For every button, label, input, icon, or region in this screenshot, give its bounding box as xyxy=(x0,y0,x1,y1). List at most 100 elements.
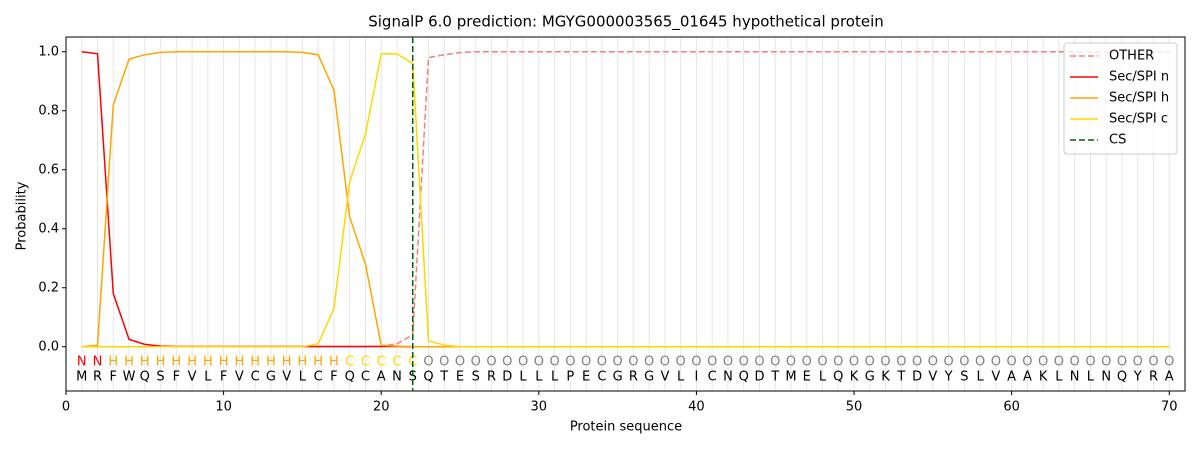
x-tick-label: 10 xyxy=(215,400,232,415)
residue-label: O xyxy=(943,355,953,370)
residue-label: O xyxy=(502,355,512,370)
residue-label: O xyxy=(1148,355,1158,370)
legend-label: Sec/SPI h xyxy=(1109,91,1169,106)
residue-label: O xyxy=(644,355,654,370)
residue-label: N xyxy=(77,355,87,370)
residue-label: O xyxy=(1070,355,1080,370)
residue-label: H xyxy=(171,355,181,370)
legend-box xyxy=(1063,42,1178,155)
residue-label: O xyxy=(865,355,875,370)
residue: T xyxy=(896,370,905,385)
residue: S xyxy=(472,370,480,385)
residue: V xyxy=(660,370,669,385)
residue-label: O xyxy=(770,355,780,370)
residue-label: O xyxy=(597,355,607,370)
legend-label: Sec/SPI n xyxy=(1109,70,1169,85)
residue: G xyxy=(644,370,654,385)
residue-label: O xyxy=(534,355,544,370)
residue: M xyxy=(76,370,87,385)
residue-label: O xyxy=(676,355,686,370)
legend-label: CS xyxy=(1109,133,1126,148)
y-tick-label: 1.0 xyxy=(38,44,59,59)
residue: L xyxy=(819,370,827,385)
residue: G xyxy=(613,370,623,385)
plot-frame xyxy=(65,36,1186,392)
x-axis-label: Protein sequence xyxy=(570,420,682,435)
residue: Q xyxy=(423,370,433,385)
residue-label: O xyxy=(817,355,827,370)
residue-label: O xyxy=(486,355,496,370)
residue: N xyxy=(1101,370,1111,385)
residue-label: O xyxy=(581,355,591,370)
residue-label: O xyxy=(1133,355,1143,370)
residue: L xyxy=(677,370,685,385)
residue-label: O xyxy=(786,355,796,370)
residue: R xyxy=(629,370,638,385)
residue-label: O xyxy=(928,355,938,370)
residue-label: H xyxy=(156,355,166,370)
series-line xyxy=(81,51,1170,348)
x-tick-label: 0 xyxy=(62,400,70,415)
residue: E xyxy=(803,370,811,385)
legend-label: Sec/SPI c xyxy=(1109,112,1168,127)
residue: R xyxy=(93,370,102,385)
x-tick-label: 20 xyxy=(373,400,390,415)
residue: L xyxy=(204,370,212,385)
residue-label: O xyxy=(660,355,670,370)
residue: Q xyxy=(140,370,150,385)
residue-label: O xyxy=(802,355,812,370)
residue-label: O xyxy=(912,355,922,370)
residue: Q xyxy=(739,370,749,385)
residue: A xyxy=(1165,370,1174,385)
legend-label: OTHER xyxy=(1109,49,1154,64)
residue: L xyxy=(535,370,543,385)
residue: S xyxy=(156,370,164,385)
residue: F xyxy=(110,370,117,385)
residue-label: H xyxy=(313,355,323,370)
x-tick-label: 60 xyxy=(1003,400,1020,415)
residue: G xyxy=(266,370,276,385)
residue: Q xyxy=(833,370,843,385)
residue-label: O xyxy=(628,355,638,370)
residue: K xyxy=(881,370,890,385)
residue: S xyxy=(409,370,417,385)
residue-label: O xyxy=(439,355,449,370)
residue: V xyxy=(188,370,197,385)
residue-label: H xyxy=(266,355,276,370)
series-line xyxy=(81,51,1170,348)
residue: V xyxy=(991,370,1000,385)
residue: E xyxy=(582,370,590,385)
residue: R xyxy=(487,370,496,385)
residue-label: O xyxy=(723,355,733,370)
residue: N xyxy=(723,370,733,385)
residue-label: H xyxy=(203,355,213,370)
residue: G xyxy=(865,370,875,385)
residue: T xyxy=(770,370,779,385)
residue: C xyxy=(314,370,323,385)
residue: C xyxy=(361,370,370,385)
residue-label: O xyxy=(896,355,906,370)
legend: OTHER Sec/SPI n Sec/SPI h Sec/SPI c CS xyxy=(1063,42,1178,155)
x-tick-label: 30 xyxy=(531,400,548,415)
residue: P xyxy=(566,370,574,385)
residue: N xyxy=(1070,370,1080,385)
residue-label: O xyxy=(975,355,985,370)
residue: D xyxy=(502,370,512,385)
residue-label: O xyxy=(1007,355,1017,370)
residue: W xyxy=(123,370,136,385)
residue-label: O xyxy=(959,355,969,370)
residue: L xyxy=(551,370,559,385)
y-tick-label: 0.4 xyxy=(38,221,59,236)
residue: S xyxy=(960,370,968,385)
residue: A xyxy=(377,370,386,385)
residue-label: O xyxy=(1054,355,1064,370)
residue-label: O xyxy=(423,355,433,370)
y-axis-label: Probability xyxy=(15,181,30,250)
residue-label: O xyxy=(1101,355,1111,370)
chart-title: SignalP 6.0 prediction: MGYG000003565_01… xyxy=(368,13,884,32)
residue-label: H xyxy=(140,355,150,370)
residue-label: O xyxy=(1117,355,1127,370)
residue-label: O xyxy=(1038,355,1048,370)
residue: Q xyxy=(1117,370,1127,385)
residue-label: H xyxy=(298,355,308,370)
